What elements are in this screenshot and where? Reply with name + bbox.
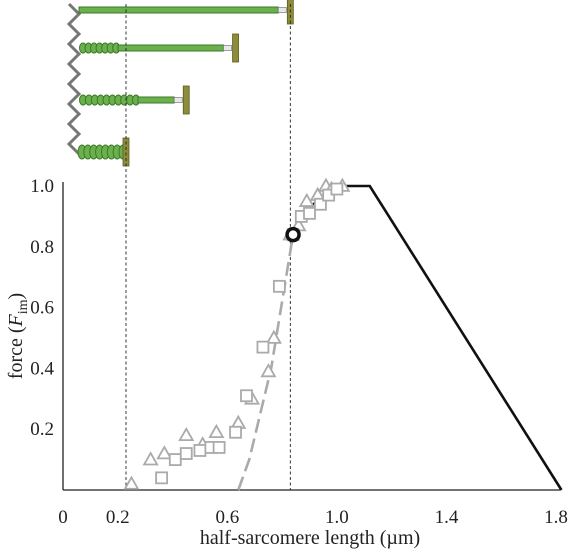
triangle-point bbox=[260, 363, 277, 378]
operating-point-circle bbox=[285, 226, 301, 243]
filament-row bbox=[79, 85, 190, 115]
y-axis-title-variable: F bbox=[5, 313, 27, 327]
x-tick-label: 0 bbox=[58, 507, 68, 528]
square-point bbox=[272, 279, 286, 293]
y-tick-label: 0.6 bbox=[30, 298, 54, 319]
straight-segment bbox=[117, 44, 225, 52]
m-line-anchor bbox=[232, 33, 239, 63]
triangle-point bbox=[156, 445, 173, 460]
square-point bbox=[330, 182, 344, 196]
y-axis-title-prefix: force ( bbox=[5, 326, 27, 379]
square-point bbox=[168, 453, 182, 467]
straight-segment bbox=[78, 6, 279, 14]
linker-segment bbox=[173, 97, 183, 103]
filament-row bbox=[79, 33, 239, 63]
filament-row bbox=[78, 0, 294, 25]
square-point bbox=[303, 206, 316, 220]
square-point bbox=[155, 471, 169, 485]
reference-lines bbox=[125, 4, 291, 490]
y-tick-label: 0.2 bbox=[30, 419, 54, 440]
y-axis-title-suffix: ) bbox=[5, 293, 27, 300]
x-tick-label: 1.4 bbox=[435, 507, 459, 528]
filament-row bbox=[77, 137, 130, 167]
x-tick-label: 0.6 bbox=[215, 507, 239, 528]
square-point bbox=[314, 197, 327, 211]
linker-segment bbox=[223, 45, 232, 51]
square-point bbox=[240, 389, 253, 403]
y-tick-label: 0.8 bbox=[30, 237, 54, 258]
square-point bbox=[212, 441, 226, 454]
straight-segment bbox=[137, 96, 175, 104]
y-axis-title-subscript: im bbox=[16, 299, 31, 314]
tick-labels: 0 0.2 0.6 1.0 1.4 1.8 0.2 0.4 0.6 0.8 1.0 bbox=[30, 176, 568, 528]
square-point bbox=[193, 444, 207, 457]
x-tick-label: 1.0 bbox=[325, 507, 349, 528]
square-point bbox=[256, 340, 270, 354]
m-line-anchor bbox=[182, 85, 190, 115]
plot-marks bbox=[123, 177, 563, 491]
triangle-point bbox=[123, 475, 140, 490]
y-tick-label: 0.4 bbox=[30, 358, 54, 379]
triangle-point bbox=[208, 423, 225, 439]
x-tick-label: 1.8 bbox=[544, 507, 568, 528]
y-tick-label: 1.0 bbox=[30, 176, 54, 197]
square-point bbox=[179, 447, 193, 460]
sarcomere-schematic bbox=[66, 0, 294, 167]
linker-segment bbox=[277, 7, 287, 13]
y-axis-title: force (Fim) bbox=[5, 293, 31, 379]
plot-axes bbox=[62, 182, 560, 491]
triangle-point bbox=[142, 451, 159, 466]
z-line bbox=[66, 2, 82, 156]
x-axis-title: half-sarcomere length (µm) bbox=[200, 527, 420, 549]
triangle-point bbox=[265, 329, 282, 344]
model-line-solid bbox=[291, 184, 563, 491]
x-tick-label: 0.2 bbox=[106, 507, 130, 528]
triangle-point bbox=[178, 426, 195, 442]
square-point bbox=[229, 425, 242, 439]
